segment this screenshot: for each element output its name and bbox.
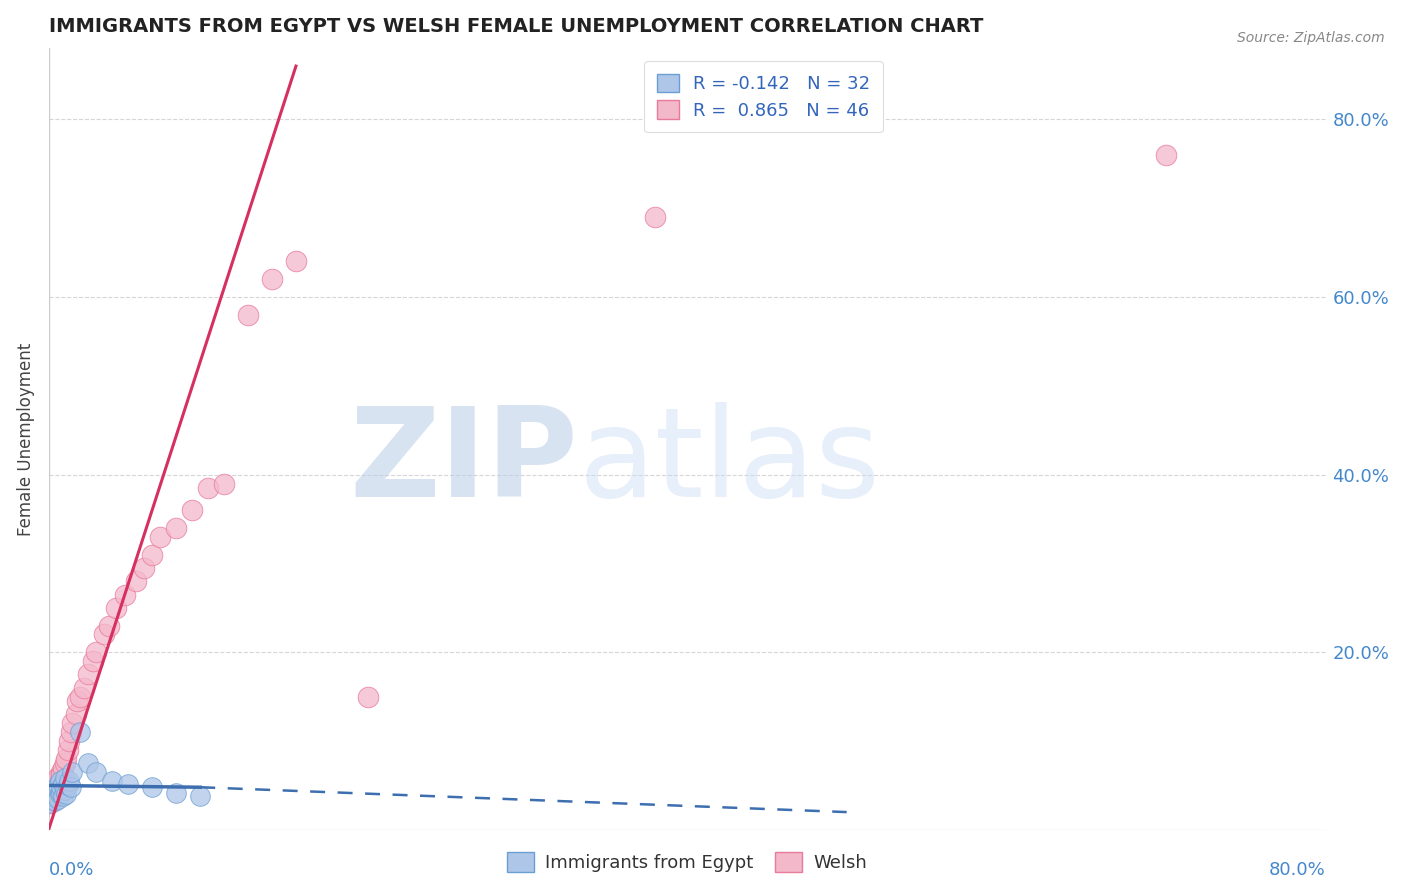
Point [46, 779, 69, 793]
Point [82, 654, 104, 668]
Point [101, 774, 124, 789]
Point [55, 788, 77, 802]
Point [39, 796, 62, 810]
Point [45, 786, 67, 800]
Point [44, 794, 66, 808]
Point [165, 786, 187, 800]
Point [69, 725, 91, 739]
Point [66, 694, 89, 708]
Point [52, 789, 75, 804]
Point [77, 667, 100, 681]
Point [285, 254, 308, 268]
Point [55, 752, 77, 766]
Point [46, 780, 69, 795]
Point [44, 788, 66, 802]
Point [42, 780, 65, 795]
Point [44, 777, 66, 791]
Point [45, 774, 67, 789]
Point [62, 765, 84, 780]
Point [41, 791, 63, 805]
Point [42, 789, 65, 804]
Point [141, 780, 163, 795]
Point [644, 210, 666, 224]
Point [41, 791, 63, 805]
Point [98, 618, 121, 632]
Text: IMMIGRANTS FROM EGYPT VS WELSH FEMALE UNEMPLOYMENT CORRELATION CHART: IMMIGRANTS FROM EGYPT VS WELSH FEMALE UN… [49, 17, 983, 36]
Point [41, 788, 63, 802]
Point [51, 780, 73, 795]
Text: ZIP: ZIP [350, 402, 578, 523]
Point [53, 783, 76, 797]
Point [45, 780, 67, 795]
Point [58, 734, 80, 748]
Text: 0.0%: 0.0% [49, 861, 94, 880]
Point [48, 788, 70, 802]
Point [86, 765, 108, 780]
Point [44, 786, 66, 800]
Point [212, 476, 235, 491]
Point [42, 783, 65, 797]
Point [197, 481, 219, 495]
Point [53, 772, 76, 786]
Point [117, 777, 139, 791]
Text: Source: ZipAtlas.com: Source: ZipAtlas.com [1237, 31, 1385, 45]
Point [39, 796, 62, 810]
Point [114, 587, 136, 601]
Point [56, 779, 79, 793]
Text: 80.0%: 80.0% [1268, 861, 1326, 880]
Point [48, 774, 70, 789]
Point [51, 786, 73, 800]
Point [42, 789, 65, 804]
Point [45, 789, 67, 804]
Y-axis label: Female Unemployment: Female Unemployment [17, 343, 35, 536]
Point [62, 716, 84, 731]
Point [65, 707, 87, 722]
Point [357, 690, 380, 704]
Point [69, 690, 91, 704]
Point [41, 786, 63, 800]
Point [149, 530, 172, 544]
Point [236, 308, 259, 322]
Point [52, 777, 75, 791]
Point [86, 645, 108, 659]
Point [134, 561, 156, 575]
Point [51, 765, 73, 780]
Point [1154, 148, 1177, 162]
Point [46, 770, 69, 784]
Point [51, 768, 73, 782]
Point [104, 600, 127, 615]
Point [53, 756, 76, 771]
Point [46, 791, 69, 805]
Point [188, 789, 211, 804]
Point [260, 272, 283, 286]
Point [59, 725, 82, 739]
Point [56, 743, 79, 757]
Point [93, 627, 115, 641]
Point [58, 774, 80, 789]
Legend: Immigrants from Egypt, Welsh: Immigrants from Egypt, Welsh [501, 845, 875, 880]
Text: atlas: atlas [578, 402, 880, 523]
Point [181, 503, 204, 517]
Point [48, 774, 70, 789]
Point [165, 521, 187, 535]
Point [73, 681, 96, 695]
Point [125, 574, 148, 589]
Point [141, 548, 163, 562]
Point [52, 761, 75, 775]
Point [77, 756, 100, 771]
Point [59, 780, 82, 795]
